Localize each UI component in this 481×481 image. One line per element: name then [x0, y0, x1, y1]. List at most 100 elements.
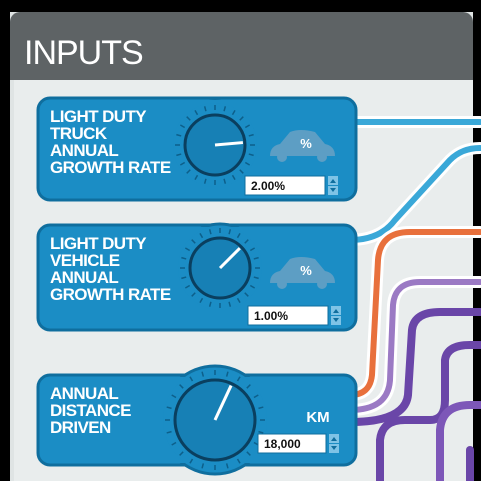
card-label: DRIVEN	[50, 418, 111, 437]
dial-tick	[249, 247, 256, 252]
dial-tick	[208, 301, 212, 307]
dial-tick	[199, 232, 204, 239]
dial-tick	[253, 276, 259, 280]
dial-pointer	[213, 384, 233, 421]
dial-tick	[179, 124, 186, 129]
card-label: TRUCK	[50, 124, 108, 143]
dial-tick	[244, 292, 249, 297]
header-bar-base	[10, 60, 473, 80]
dial-tick	[244, 239, 249, 244]
card-label: ANNUAL	[50, 384, 118, 403]
dial-tick	[239, 116, 244, 121]
spinner-arrow	[333, 309, 339, 313]
dial-tick	[223, 178, 227, 184]
dial-tick	[236, 297, 241, 304]
dial-tick	[186, 116, 191, 121]
car-wheel	[317, 279, 327, 289]
card-label: LIGHT DUTY	[50, 107, 147, 126]
spinner-arrow	[330, 179, 336, 183]
dial-tick	[228, 301, 232, 307]
dial-tick	[166, 430, 172, 434]
value-text: 18,000	[264, 437, 301, 451]
value-input[interactable]	[244, 175, 326, 196]
dial-tick	[171, 394, 177, 399]
dial-tick	[179, 451, 184, 456]
dial-tick	[176, 133, 182, 137]
dial-tick	[199, 297, 204, 304]
dial-tick	[223, 106, 227, 112]
dial-tick	[181, 276, 187, 280]
pipes	[344, 116, 481, 481]
dial-tick	[189, 458, 194, 464]
spinner-arrow	[330, 188, 336, 192]
dial-pointer	[214, 141, 244, 147]
value-text: 2.00%	[251, 179, 285, 193]
dial-tick	[231, 174, 236, 181]
dial-tick	[208, 229, 212, 235]
dial-tick	[176, 153, 182, 157]
car-icon	[270, 130, 335, 156]
dial-tick	[191, 292, 196, 297]
card-label: GROWTH RATE	[50, 158, 171, 177]
dial-tick	[203, 106, 207, 112]
card-label: ANNUAL	[50, 268, 118, 287]
dial-tick	[191, 239, 196, 244]
dial-tick	[248, 153, 254, 157]
card-label: VEHICLE	[50, 251, 120, 270]
dial-tick	[194, 174, 199, 181]
dial-tick	[236, 376, 241, 382]
card-label: LIGHT DUTY	[50, 234, 147, 253]
dial-tick	[225, 371, 229, 377]
unit-label: %	[300, 136, 312, 151]
dial-tick	[258, 430, 264, 434]
dial-tick	[166, 406, 172, 410]
dial-tick	[244, 124, 251, 129]
dial-tick	[253, 256, 259, 260]
dial-tick	[171, 441, 177, 446]
dial-tick	[203, 178, 207, 184]
dial-tick	[246, 384, 251, 389]
dial-tick	[201, 371, 205, 377]
card-label: ANNUAL	[50, 141, 118, 160]
value-input[interactable]	[257, 433, 327, 454]
spinner-arrow	[331, 446, 337, 450]
dial-tick	[179, 161, 186, 166]
dial-tick	[189, 376, 194, 382]
dial-tick	[186, 169, 191, 174]
dial-tick	[184, 284, 191, 289]
dial-pointer	[218, 247, 241, 270]
unit-label: %	[300, 263, 312, 278]
value-text: 1.00%	[254, 309, 288, 323]
dial-tick	[231, 109, 236, 116]
car-wheel	[277, 152, 287, 162]
unit-label: KM	[306, 409, 329, 426]
dial-tick	[236, 232, 241, 239]
dial-tick	[181, 256, 187, 260]
card-label: GROWTH RATE	[50, 285, 171, 304]
dial-tick	[258, 406, 264, 410]
header-title: INPUTS	[24, 34, 143, 72]
spinner-arrow	[333, 318, 339, 322]
dial-tick	[194, 109, 199, 116]
value-input[interactable]	[247, 305, 329, 326]
car-wheel	[277, 279, 287, 289]
dial-tick	[225, 463, 229, 469]
dial-tick	[184, 247, 191, 252]
dial-tick	[253, 394, 259, 399]
spinner-arrow	[331, 437, 337, 441]
dial-tick	[201, 463, 205, 469]
dial-tick	[228, 229, 232, 235]
dial-tick	[244, 161, 251, 166]
dial-tick	[179, 384, 184, 389]
dial-tick	[246, 451, 251, 456]
dial-tick	[249, 284, 256, 289]
dial-tick	[239, 169, 244, 174]
car-wheel	[317, 152, 327, 162]
card-label: DISTANCE	[50, 401, 131, 420]
dial-tick	[236, 458, 241, 464]
